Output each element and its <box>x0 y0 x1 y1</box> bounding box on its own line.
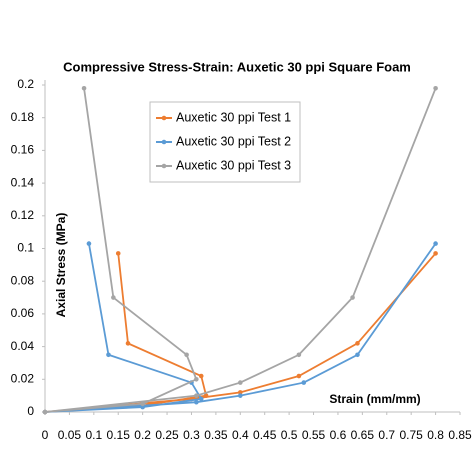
x-tick-label: 0.2 <box>134 428 151 442</box>
data-point <box>125 341 131 346</box>
x-tick-label: 0.85 <box>448 428 472 442</box>
legend-marker <box>161 115 167 121</box>
legend-label: Auxetic 30 ppi Test 3 <box>176 158 291 172</box>
data-point <box>237 390 243 395</box>
x-tick-label: 0.75 <box>399 428 423 442</box>
data-point <box>42 409 48 415</box>
data-point <box>237 380 243 385</box>
legend-marker <box>161 163 167 169</box>
data-point <box>140 404 145 410</box>
x-tick-label: 0.05 <box>58 428 82 442</box>
chart-title: Compressive Stress-Strain: Auxetic 30 pp… <box>63 59 411 74</box>
y-axis-label: Axial Stress (MPa) <box>54 213 68 318</box>
y-tick-label: 0.1 <box>17 241 34 255</box>
x-tick-label: 0.35 <box>204 428 228 442</box>
data-point <box>203 393 209 398</box>
x-tick-label: 0.5 <box>281 428 298 442</box>
x-tick-label: 0.1 <box>85 428 102 442</box>
x-tick-label: 0.15 <box>107 428 131 442</box>
x-axis-label: Strain (mm/mm) <box>329 392 420 406</box>
y-tick-label: 0.06 <box>11 306 35 320</box>
x-tick-label: 0.4 <box>232 428 249 442</box>
x-tick-label: 0.55 <box>302 428 326 442</box>
y-tick-label: 0.04 <box>11 339 35 353</box>
y-tick-label: 0.2 <box>17 77 34 91</box>
data-point <box>86 241 92 246</box>
data-point <box>111 295 116 300</box>
data-point <box>296 373 302 379</box>
y-tick-label: 0.16 <box>11 143 35 157</box>
data-point <box>194 377 199 382</box>
data-point <box>198 373 204 379</box>
data-point <box>115 251 121 256</box>
y-tick-label: 0.02 <box>11 371 35 385</box>
y-tick-label: 0.18 <box>11 110 35 124</box>
x-tick-label: 0.45 <box>253 428 277 442</box>
y-tick-label: 0.12 <box>11 208 35 222</box>
legend-marker <box>161 139 167 145</box>
data-point <box>350 295 355 300</box>
data-point <box>184 352 189 358</box>
legend-label: Auxetic 30 ppi Test 2 <box>176 134 291 148</box>
data-point <box>194 393 199 398</box>
y-tick-label: 0.14 <box>11 175 35 189</box>
data-point <box>355 352 360 358</box>
data-point <box>301 380 307 385</box>
data-point <box>81 85 87 91</box>
data-point <box>237 393 243 398</box>
data-point <box>140 401 145 407</box>
x-tick-label: 0.25 <box>155 428 179 442</box>
legend-label: Auxetic 30 ppi Test 1 <box>176 110 291 124</box>
data-point <box>433 241 438 246</box>
data-point <box>106 352 111 358</box>
series-line <box>44 243 437 413</box>
legend-box <box>149 101 301 183</box>
data-point <box>355 341 360 346</box>
y-tick-label: 0 <box>27 404 34 418</box>
data-point <box>198 396 204 402</box>
y-tick-label: 0.08 <box>11 273 35 287</box>
x-tick-label: 0 <box>42 428 49 442</box>
x-tick-label: 0.8 <box>427 428 444 442</box>
x-tick-label: 0.7 <box>378 428 395 442</box>
x-tick-label: 0.65 <box>351 428 375 442</box>
x-tick-label: 0.3 <box>183 428 200 442</box>
data-point <box>194 399 199 405</box>
series-line <box>44 252 437 413</box>
data-point <box>296 352 302 358</box>
data-point <box>433 251 438 256</box>
x-tick-label: 0.6 <box>330 428 347 442</box>
data-point <box>433 85 438 91</box>
